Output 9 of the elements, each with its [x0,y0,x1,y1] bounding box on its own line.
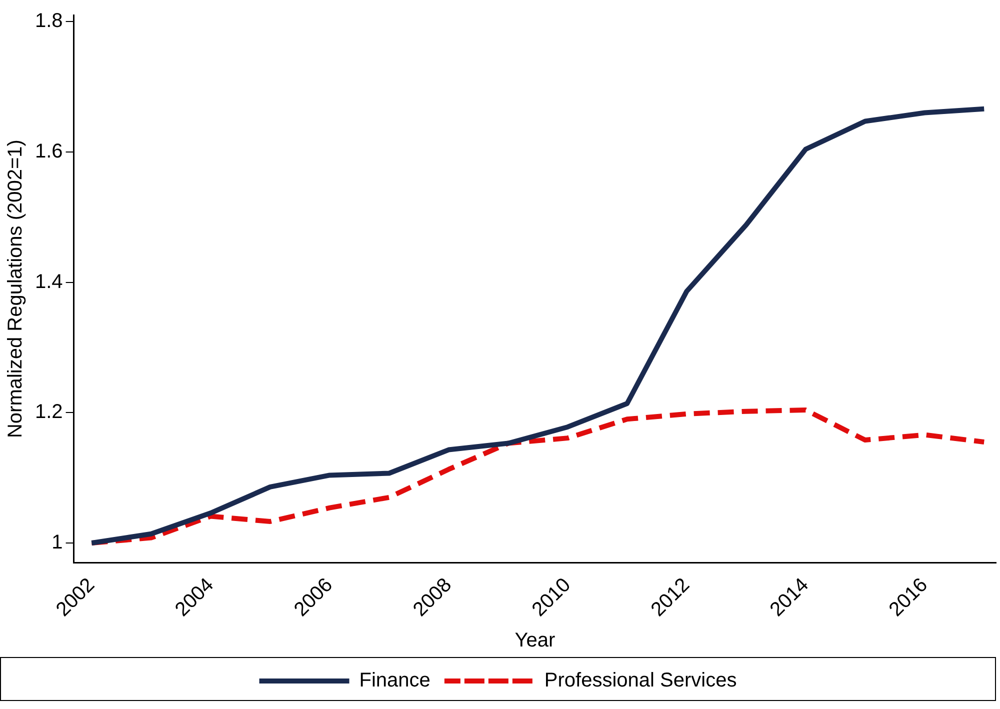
legend-label: Finance [359,670,430,692]
legend-label: Professional Services [544,670,737,692]
x-axis-title: Year [514,630,556,652]
y-tick-label: 1.6 [34,140,63,162]
y-tick-label: 1.8 [34,10,63,32]
y-tick-label: 1 [52,532,63,554]
y-tick-label: 1.4 [34,270,63,293]
y-axis-title: Normalized Regulations (2002=1) [4,140,27,438]
y-tick-label: 1.2 [34,401,63,424]
